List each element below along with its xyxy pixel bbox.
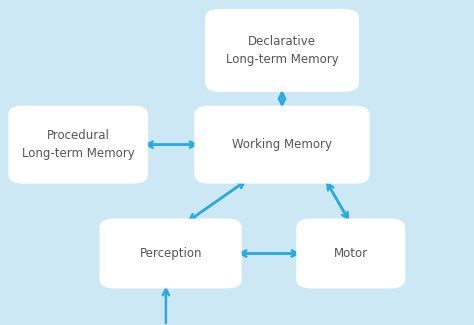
FancyBboxPatch shape (205, 9, 359, 92)
FancyBboxPatch shape (296, 218, 405, 289)
Text: Motor: Motor (334, 247, 368, 260)
FancyBboxPatch shape (8, 106, 148, 184)
Text: Working Memory: Working Memory (232, 138, 332, 151)
Text: Procedural
Long-term Memory: Procedural Long-term Memory (22, 129, 135, 160)
Text: Perception: Perception (139, 247, 202, 260)
Text: Declarative
Long-term Memory: Declarative Long-term Memory (226, 35, 338, 66)
FancyBboxPatch shape (194, 106, 370, 184)
FancyBboxPatch shape (100, 218, 242, 289)
